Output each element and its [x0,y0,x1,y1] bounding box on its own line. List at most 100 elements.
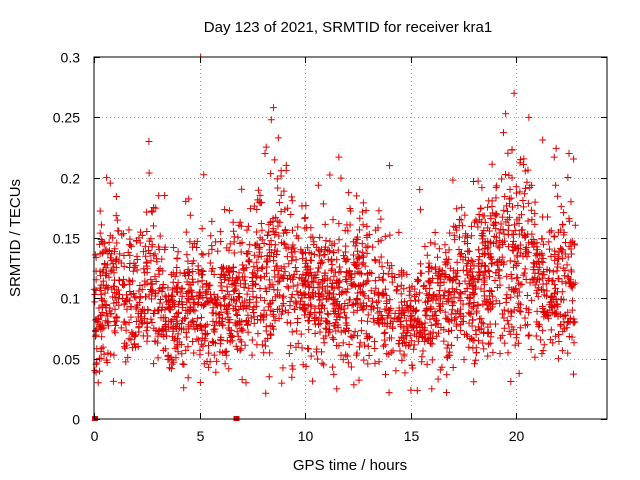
data-point [258,265,266,273]
data-point [564,253,572,261]
data-point [258,263,266,271]
data-point [145,137,153,145]
data-point [127,290,135,298]
data-point [132,237,140,245]
data-point [368,297,376,305]
data-point [448,341,456,349]
data-point [285,260,293,268]
data-point [99,239,107,247]
data-point [539,327,547,335]
data-point [510,221,518,229]
data-point [408,312,416,320]
data-point [91,290,99,298]
data-point [274,278,282,286]
data-point [358,248,366,256]
data-point [486,250,494,258]
data-point [324,328,332,336]
data-point [135,298,143,306]
data-point [416,328,424,336]
data-point [316,319,324,327]
data-point [180,269,188,277]
data-point [351,242,359,250]
data-point [480,329,488,337]
data-point [380,330,388,338]
data-point [208,267,216,275]
data-point [280,263,288,271]
data-point [513,189,521,197]
data-point [534,293,542,301]
data-point [551,247,559,255]
data-point [353,296,361,304]
data-point [480,212,488,220]
data-point [504,243,512,251]
data-point [309,277,317,285]
data-point [514,339,522,347]
data-point [474,223,482,231]
data-point [314,181,322,189]
data-point [305,283,313,291]
data-point [126,235,134,243]
data-point [196,378,204,386]
data-point [293,327,301,335]
data-point [277,239,285,247]
data-point [131,293,139,301]
data-point [348,333,356,341]
data-point [148,208,156,216]
data-point [210,326,218,334]
data-point [509,237,517,245]
data-point [496,237,504,245]
data-point [209,317,217,325]
data-point [528,296,536,304]
data-point [216,228,224,236]
data-point [113,239,121,247]
data-point [202,322,210,330]
data-point [267,116,275,124]
data-point [292,297,300,305]
data-point [269,104,277,112]
data-point [150,324,158,332]
data-point [212,368,220,376]
data-point [261,150,269,158]
data-point [521,190,529,198]
data-point [112,212,120,220]
data-point [459,300,467,308]
data-point [509,246,517,254]
data-point [147,235,155,243]
data-point [513,216,521,224]
data-point [126,241,134,249]
tick-labels: 0 5 10 15 20 0 0.05 0.1 0.15 0.2 0.25 0.3 [53,50,525,445]
data-point [508,309,516,317]
data-point [342,242,350,250]
data-point [110,351,118,359]
data-point [371,277,379,285]
data-point [548,277,556,285]
data-point [280,300,288,308]
data-point [413,278,421,286]
data-point [481,268,489,276]
data-point [185,296,193,304]
data-point [324,246,332,254]
data-point [284,274,292,282]
data-point [343,288,351,296]
data-point [288,293,296,301]
data-point [503,272,511,280]
data-point [347,332,355,340]
data-point [421,335,429,343]
data-point [342,258,350,266]
data-point [469,303,477,311]
data-point [250,270,258,278]
data-point [144,306,152,314]
data-point [312,314,320,322]
data-point [406,321,414,329]
data-point [266,218,274,226]
data-point [487,328,495,336]
data-point [275,267,283,275]
data-point [307,250,315,258]
data-point [484,203,492,211]
data-point [206,259,214,267]
data-point [460,356,468,364]
data-point [164,284,172,292]
data-point [557,202,565,210]
data-point [445,289,453,297]
data-point [553,288,561,296]
